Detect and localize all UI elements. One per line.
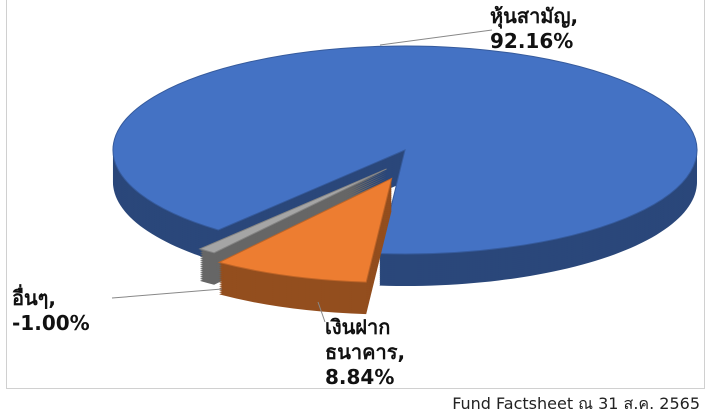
slice-top xyxy=(217,177,393,283)
label-value: 8.84% xyxy=(325,365,395,389)
label-category: อื่นๆ, xyxy=(12,286,57,310)
slice-top xyxy=(112,45,698,255)
chart-frame xyxy=(6,0,705,389)
data-label: เงินฝากธนาคาร, 8.84% xyxy=(325,315,435,390)
leader-line xyxy=(379,29,493,46)
label-value: 92.16% xyxy=(490,29,574,53)
slice-top xyxy=(198,168,387,254)
leader-line xyxy=(111,288,223,299)
label-value: -1.00% xyxy=(12,311,90,335)
data-label: หุ้นสามัญ, 92.16% xyxy=(490,4,640,54)
label-category: หุ้นสามัญ, xyxy=(490,4,579,28)
pie-slice xyxy=(112,45,698,286)
leader-line xyxy=(317,301,326,323)
footer: Fund Factsheet ณ 31 ส.ค. 2565 xyxy=(452,394,700,413)
pie-slice xyxy=(217,177,393,315)
label-category: เงินฝากธนาคาร, xyxy=(325,315,406,364)
data-label: อื่นๆ, -1.00% xyxy=(12,286,112,336)
